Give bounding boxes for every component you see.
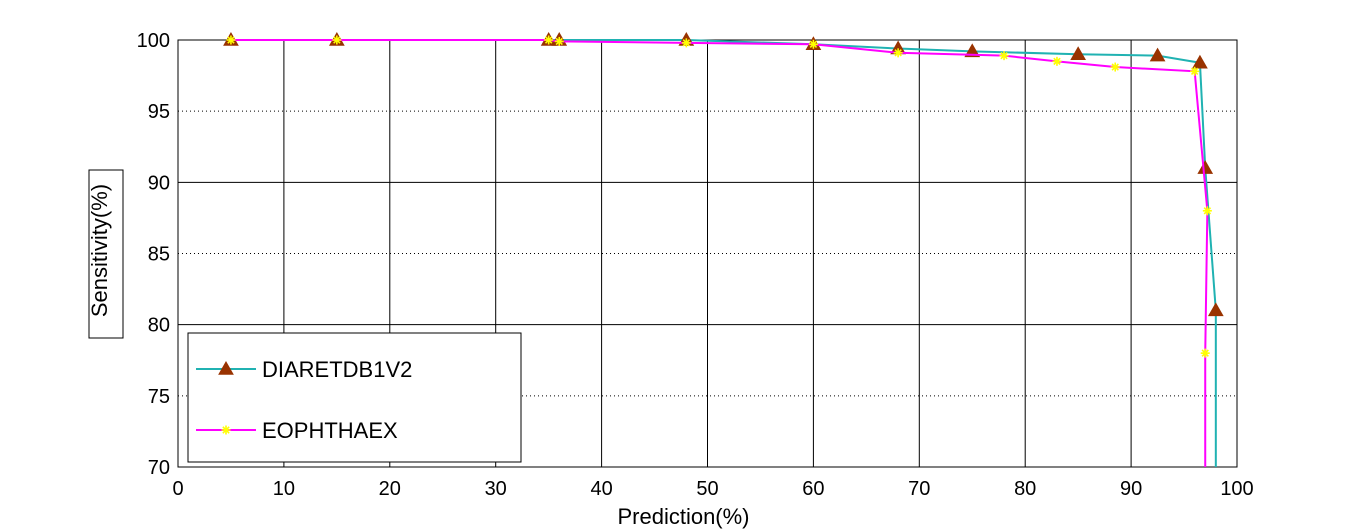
data-point xyxy=(1197,160,1214,174)
x-tick-label: 30 xyxy=(485,478,507,500)
y-tick-label: 80 xyxy=(148,315,170,337)
legend-label: EOPHTHAEX xyxy=(262,418,398,443)
data-point xyxy=(1200,348,1210,358)
x-tick-label: 90 xyxy=(1120,478,1142,500)
y-axis-label: Sensitivity(%) xyxy=(87,184,112,317)
x-tick-label: 50 xyxy=(696,478,718,500)
x-tick-label: 40 xyxy=(590,478,612,500)
data-point xyxy=(1052,56,1062,66)
y-tick-label: 95 xyxy=(148,101,170,123)
data-point xyxy=(218,360,234,375)
y-tick-label: 70 xyxy=(148,457,170,479)
series-eophthaex xyxy=(226,35,1212,467)
x-tick-label: 10 xyxy=(273,478,295,500)
data-point xyxy=(1149,47,1166,62)
data-point xyxy=(1190,66,1200,76)
x-tick-label: 20 xyxy=(379,478,401,500)
axis-ticks: 0 10 20 30 40 50 60 70 80 90 100 70 75 80 85 90 95 100 xyxy=(137,30,1254,500)
data-point xyxy=(964,43,981,58)
legend-box xyxy=(187,332,522,463)
y-axis-label-box xyxy=(88,169,124,339)
data-point xyxy=(1192,54,1208,69)
series-layer xyxy=(223,31,1224,467)
y-tick-label: 85 xyxy=(148,244,170,266)
data-point xyxy=(808,39,818,49)
data-point xyxy=(1070,46,1087,60)
x-tick-label: 70 xyxy=(908,478,930,500)
data-point xyxy=(226,35,236,45)
x-tick-label: 60 xyxy=(802,478,824,500)
data-point xyxy=(332,35,342,45)
x-tick-label: 80 xyxy=(1014,478,1036,500)
y-tick-label: 100 xyxy=(137,30,170,52)
legend-entry: EOPHTHAEX xyxy=(196,418,398,443)
y-tick-label: 75 xyxy=(148,386,170,408)
data-point xyxy=(999,51,1009,61)
data-point xyxy=(544,35,554,45)
x-tick-label: 0 xyxy=(172,478,183,500)
data-point xyxy=(1202,206,1212,216)
x-axis-label: Prediction(%) xyxy=(617,504,749,529)
data-point xyxy=(554,36,564,46)
legend: DIARETDB1V2 EOPHTHAEX xyxy=(187,332,522,463)
y-tick-label: 90 xyxy=(148,172,170,194)
data-point xyxy=(893,48,903,58)
data-point xyxy=(1110,62,1120,72)
legend-label: DIARETDB1V2 xyxy=(262,357,412,382)
legend-entry: DIARETDB1V2 xyxy=(196,357,412,382)
data-point xyxy=(221,425,231,435)
data-point xyxy=(681,38,691,48)
x-tick-label: 100 xyxy=(1220,478,1253,500)
data-point xyxy=(1207,302,1224,317)
